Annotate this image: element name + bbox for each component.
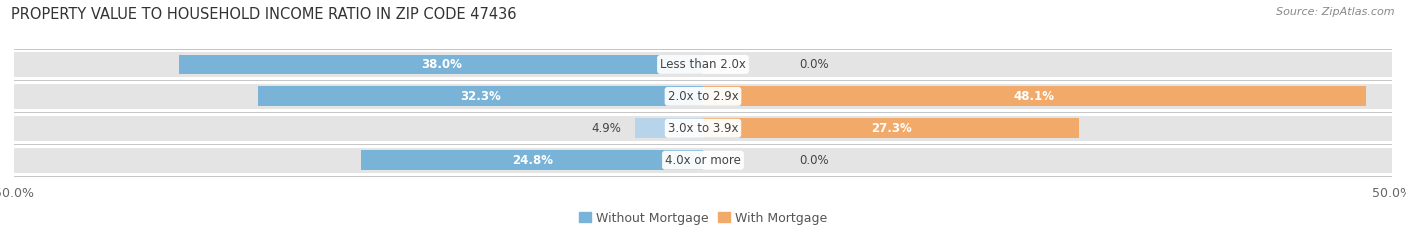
Bar [361,150,703,170]
Text: 0.0%: 0.0% [800,154,830,167]
Text: PROPERTY VALUE TO HOUSEHOLD INCOME RATIO IN ZIP CODE 47436: PROPERTY VALUE TO HOUSEHOLD INCOME RATIO… [11,7,517,22]
Bar [14,116,1392,141]
Bar [14,84,1392,109]
Bar [14,52,1392,77]
Text: 27.3%: 27.3% [870,122,911,135]
Bar [703,118,1080,138]
Legend: Without Mortgage, With Mortgage: Without Mortgage, With Mortgage [574,207,832,230]
Bar [636,118,703,138]
Bar [257,87,703,106]
Bar [180,55,703,74]
Text: 2.0x to 2.9x: 2.0x to 2.9x [668,90,738,103]
Text: Less than 2.0x: Less than 2.0x [659,58,747,71]
Text: 4.0x or more: 4.0x or more [665,154,741,167]
Text: 38.0%: 38.0% [420,58,461,71]
Text: 48.1%: 48.1% [1014,90,1054,103]
Text: Source: ZipAtlas.com: Source: ZipAtlas.com [1277,7,1395,17]
Bar [14,148,1392,173]
Text: 4.9%: 4.9% [592,122,621,135]
Text: 0.0%: 0.0% [800,58,830,71]
Text: 32.3%: 32.3% [460,90,501,103]
Bar [703,87,1365,106]
Text: 24.8%: 24.8% [512,154,553,167]
Text: 3.0x to 3.9x: 3.0x to 3.9x [668,122,738,135]
